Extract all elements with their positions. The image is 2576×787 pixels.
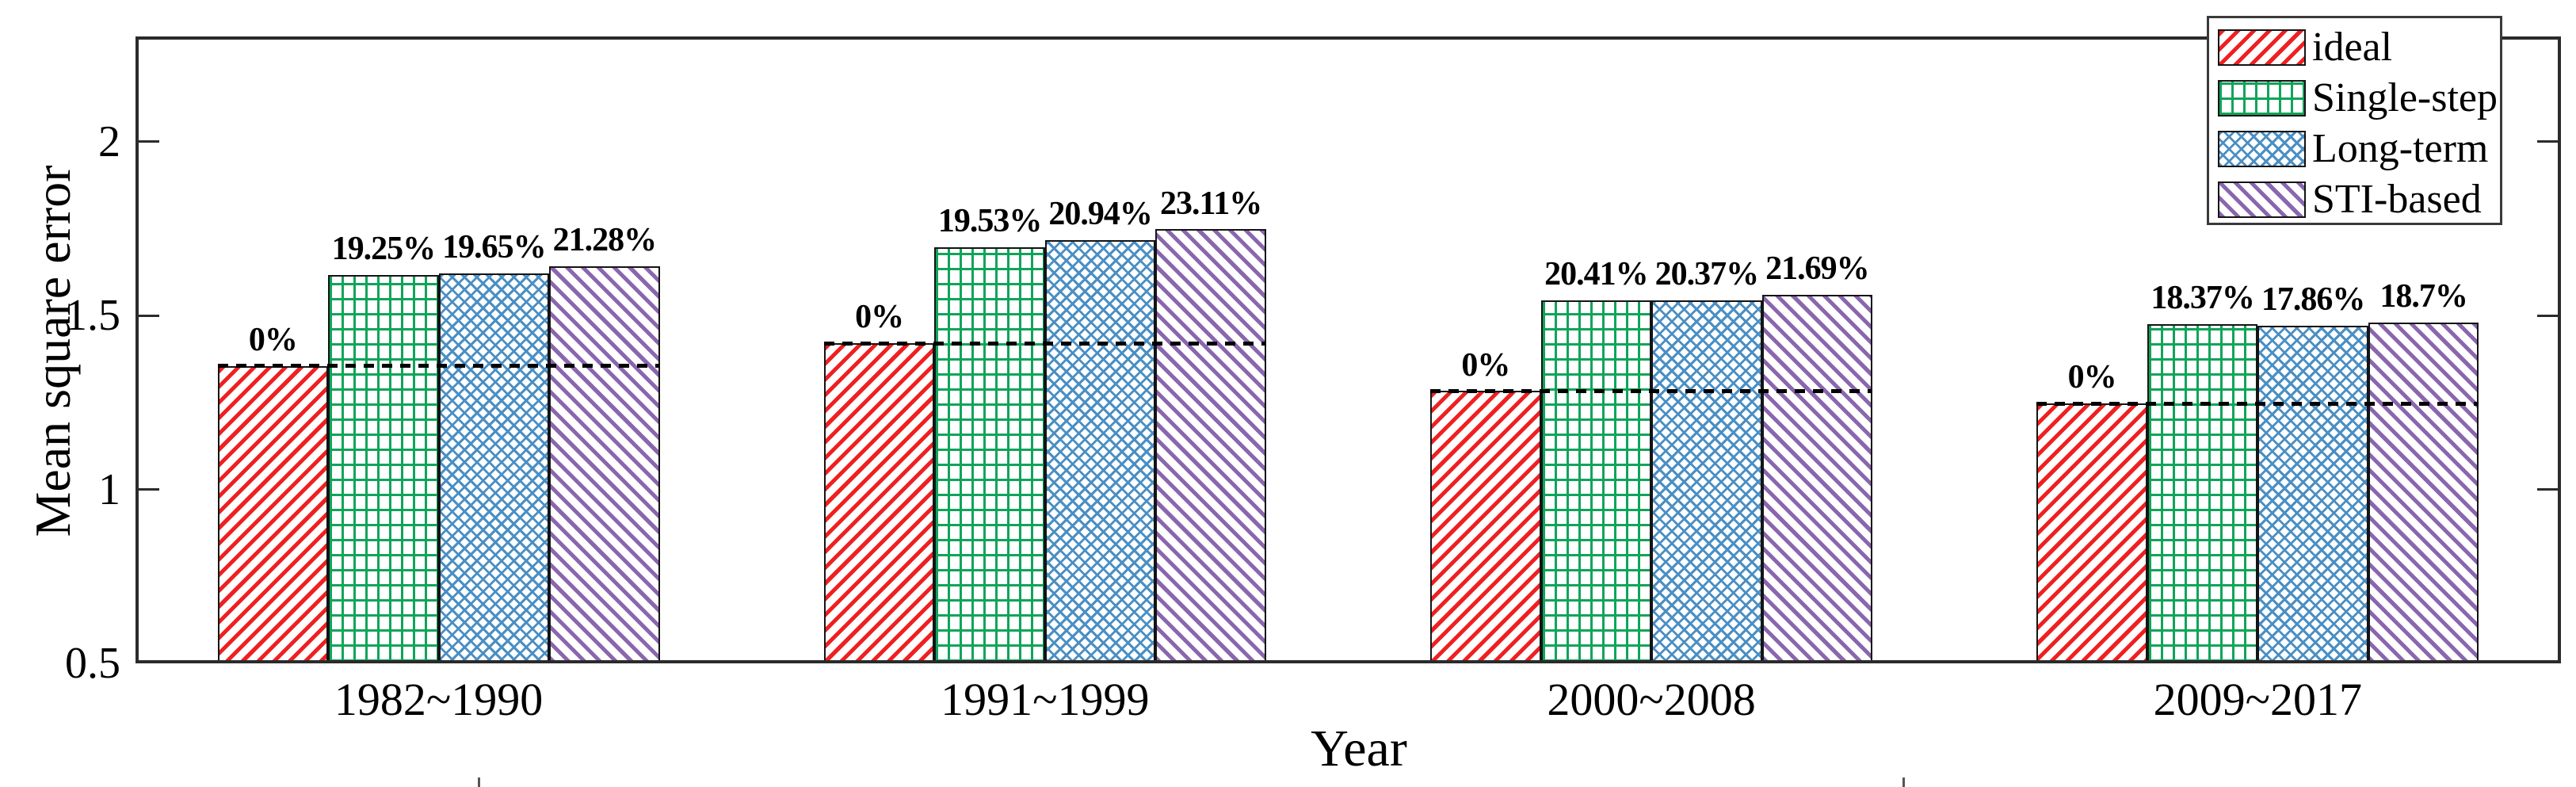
x-axis-label: Year xyxy=(1311,720,1407,777)
pct-label-ideal-group2: 0% xyxy=(855,299,904,336)
pct-label-single-step-group1: 19.25% xyxy=(331,231,436,268)
y-tick-right xyxy=(2537,140,2561,143)
bar-single-step-group2 xyxy=(934,246,1045,663)
x-tick-label-group2: 1991~1999 xyxy=(941,674,1150,725)
legend-label-sti-based: STI-based xyxy=(2312,177,2482,222)
legend-label-long-term: Long-term xyxy=(2312,126,2489,171)
bar-ideal-group2 xyxy=(823,343,935,663)
bar-single-step-group4 xyxy=(2147,323,2258,663)
bar-long-term-group1 xyxy=(438,273,550,663)
bar-ideal-group1 xyxy=(217,365,329,663)
pct-label-ideal-group1: 0% xyxy=(248,321,298,358)
bar-single-step-group1 xyxy=(328,275,439,663)
legend-row-single-step: Single-step xyxy=(2209,73,2500,124)
legend-swatch-diag-down-icon xyxy=(2218,181,2306,218)
pct-label-long-term-group1: 19.65% xyxy=(442,229,546,266)
ideal-reference-line-group2 xyxy=(823,341,1266,346)
y-tick-right xyxy=(2537,314,2561,317)
legend-label-single-step: Single-step xyxy=(2312,75,2498,120)
plot-area: 0% 19.25% 19.65% 21.28% 0% 19.53% 20.94% 23.11%… xyxy=(135,36,2561,663)
y-tick-right xyxy=(2537,488,2561,491)
pct-label-sti-based-group3: 21.69% xyxy=(1765,250,1869,287)
bottom-artifact-tick-1 xyxy=(478,777,480,787)
pct-label-sti-based-group1: 21.28% xyxy=(552,221,657,258)
ideal-reference-line-group1 xyxy=(217,364,660,369)
pct-label-sti-based-group4: 18.7% xyxy=(2379,278,2467,315)
bar-sti-based-group3 xyxy=(1761,294,1873,663)
y-tick-label: 1 xyxy=(98,464,120,514)
y-tick-left xyxy=(135,488,159,491)
legend-row-long-term: Long-term xyxy=(2209,124,2500,174)
x-tick-label-group3: 2000~2008 xyxy=(1547,674,1756,725)
bar-ideal-group4 xyxy=(2036,403,2147,663)
pct-label-single-step-group3: 20.41% xyxy=(1544,255,1648,292)
y-tick-label: 2 xyxy=(98,117,120,166)
legend-swatch-grid-icon xyxy=(2218,80,2306,117)
pct-label-long-term-group4: 17.86% xyxy=(2261,281,2365,319)
bar-ideal-group3 xyxy=(1430,391,1541,663)
pct-label-ideal-group3: 0% xyxy=(1461,346,1510,384)
bar-long-term-group4 xyxy=(2257,326,2368,663)
legend: ideal Single-step Long-term STI-based xyxy=(2207,16,2502,225)
ideal-reference-line-group3 xyxy=(1430,388,1873,393)
legend-row-ideal: ideal xyxy=(2209,22,2500,73)
bar-sti-based-group4 xyxy=(2368,323,2479,663)
ideal-reference-line-group4 xyxy=(2036,401,2479,406)
x-tick-label-group1: 1982~1990 xyxy=(334,674,544,725)
y-tick-left xyxy=(135,140,159,143)
bar-long-term-group2 xyxy=(1044,240,1156,663)
bar-sti-based-group2 xyxy=(1155,229,1266,663)
bottom-artifact-tick-2 xyxy=(1902,777,1905,787)
bar-sti-based-group1 xyxy=(549,266,660,663)
pct-label-sti-based-group2: 23.11% xyxy=(1160,185,1262,222)
legend-swatch-diag-up-icon xyxy=(2218,29,2306,66)
pct-label-long-term-group2: 20.94% xyxy=(1048,196,1152,233)
legend-row-sti-based: STI-based xyxy=(2209,174,2500,225)
legend-swatch-cross-icon xyxy=(2218,131,2306,167)
bar-single-step-group3 xyxy=(1540,300,1652,663)
pct-label-single-step-group2: 19.53% xyxy=(937,202,1042,239)
y-tick-label: 1.5 xyxy=(65,291,120,341)
x-tick-label-group4: 2009~2017 xyxy=(2153,674,2363,725)
y-tick-left xyxy=(135,314,159,317)
bar-long-term-group3 xyxy=(1651,300,1762,663)
y-tick-label: 0.5 xyxy=(65,639,120,688)
pct-label-single-step-group4: 18.37% xyxy=(2150,279,2254,316)
pct-label-long-term-group3: 20.37% xyxy=(1654,255,1759,292)
pct-label-ideal-group4: 0% xyxy=(2067,359,2117,396)
y-axis-label: Mean square error xyxy=(25,165,81,537)
legend-label-ideal: ideal xyxy=(2312,25,2393,70)
